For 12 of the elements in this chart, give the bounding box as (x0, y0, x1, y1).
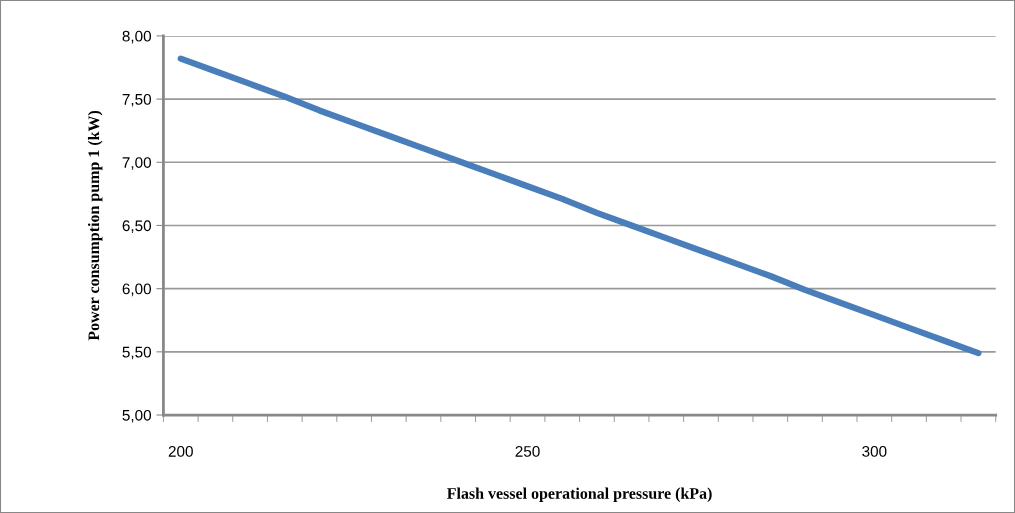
y-axis-title: Power consumption pump 1 (kW) (87, 110, 103, 341)
x-axis-title: Flash vessel operational pressure (kPa) (447, 487, 712, 503)
x-tick-label: 250 (515, 445, 540, 457)
y-tick-label: 6,50 (122, 220, 152, 233)
y-tick-label: 8,00 (122, 30, 152, 44)
y-tick-label: 5,50 (122, 346, 152, 360)
x-tick-label: 300 (862, 445, 887, 457)
y-tick-label: 7,50 (122, 93, 152, 107)
y-tick-label: 6,00 (122, 283, 152, 297)
x-tick-label: 200 (168, 445, 193, 457)
y-tick-label: 5,00 (122, 409, 152, 423)
y-tick-label: 7,00 (122, 157, 152, 170)
